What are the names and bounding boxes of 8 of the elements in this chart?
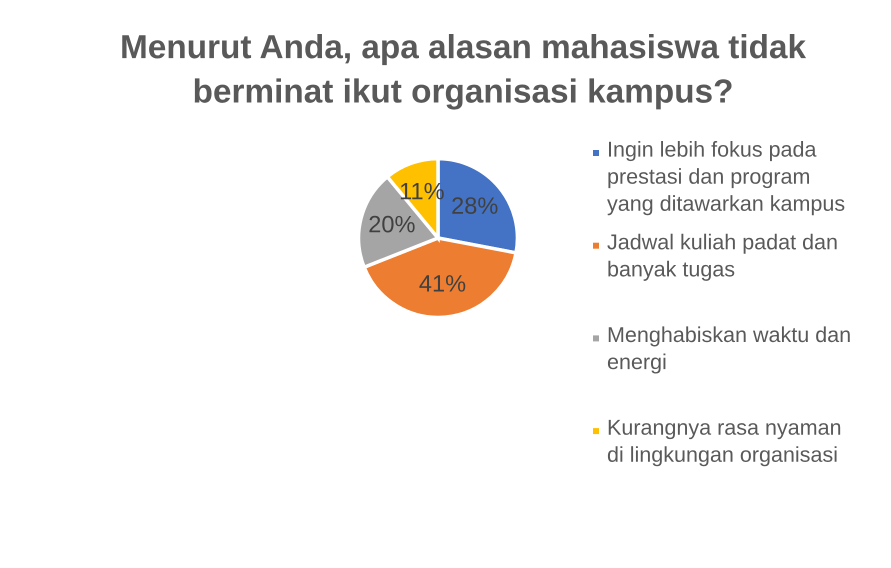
legend-label: Kurangnya rasa nyaman di lingkungan organisasi	[608, 420, 840, 466]
legend-label: Ingin lebih fokus pada prestasi dan program yang ditawarkan kampus	[607, 141, 844, 216]
data-label: 28%	[452, 197, 498, 214]
data-label: 41%	[419, 275, 466, 292]
legend-label: Menghabiskan waktu dan energi	[608, 326, 850, 374]
legend-label: Jadwal kuliah padat dan banyak tugas	[607, 234, 837, 281]
chart-title: Menurut Anda, apa alasan mahasiswa tidak berminat ikut organisasi kampus?	[122, 34, 806, 110]
data-label: 20%	[369, 216, 415, 232]
